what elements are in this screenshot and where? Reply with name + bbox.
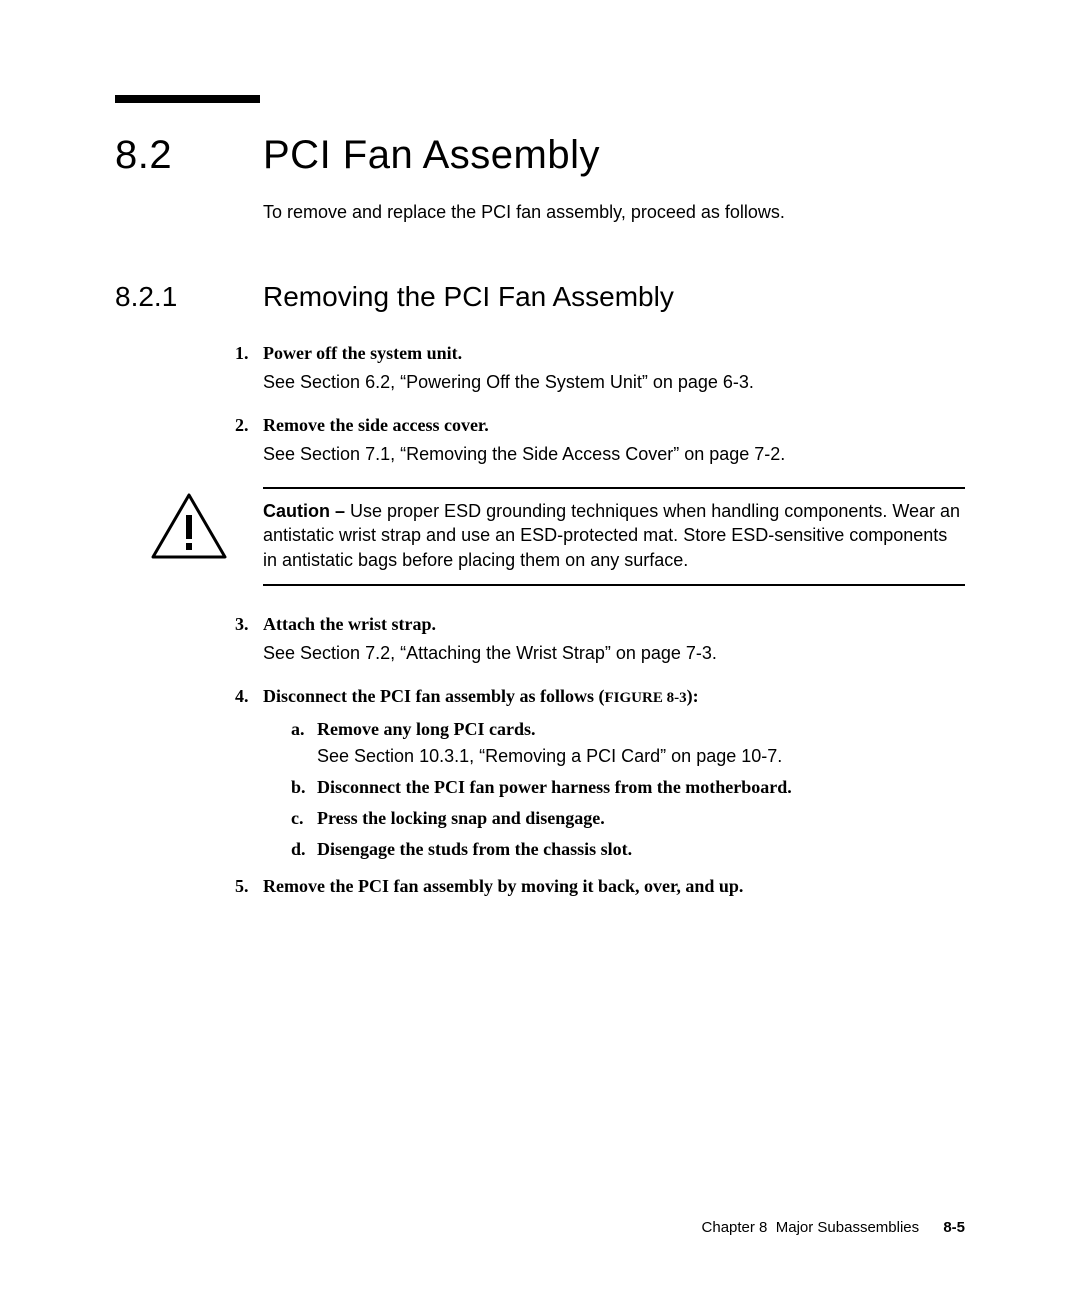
step-number: 5.: [235, 876, 263, 897]
substep-4d: d. Disengage the studs from the chassis …: [291, 839, 965, 860]
section-intro: To remove and replace the PCI fan assemb…: [263, 202, 965, 223]
substep-title: Press the locking snap and disengage.: [317, 808, 605, 829]
step-title-post: ):: [687, 686, 699, 706]
step-title: Disconnect the PCI fan assembly as follo…: [263, 686, 699, 707]
step-4: 4. Disconnect the PCI fan assembly as fo…: [235, 686, 965, 707]
step-number: 4.: [235, 686, 263, 707]
substep-title: Disengage the studs from the chassis slo…: [317, 839, 632, 860]
subsection-number: 8.2.1: [115, 281, 263, 313]
subsection-heading: 8.2.1 Removing the PCI Fan Assembly: [115, 281, 965, 313]
step-title: Remove the PCI fan assembly by moving it…: [263, 876, 743, 897]
substep-number: d.: [291, 839, 317, 860]
section-heading: 8.2 PCI Fan Assembly: [115, 133, 965, 178]
caution-block: Caution – Use proper ESD grounding techn…: [115, 487, 965, 586]
step-title: Attach the wrist strap.: [263, 614, 436, 635]
substep-4a: a. Remove any long PCI cards. See Sectio…: [291, 719, 965, 767]
step-body: See Section 6.2, “Powering Off the Syste…: [263, 372, 965, 393]
substep-number: c.: [291, 808, 317, 829]
footer-page-number: 8-5: [943, 1219, 965, 1236]
step-body: See Section 7.2, “Attaching the Wrist St…: [263, 643, 965, 664]
step-title-pre: Disconnect the PCI fan assembly as follo…: [263, 686, 605, 706]
caution-text: Caution – Use proper ESD grounding techn…: [263, 487, 965, 586]
substep-4b: b. Disconnect the PCI fan power harness …: [291, 777, 965, 798]
step-body: See Section 7.1, “Removing the Side Acce…: [263, 444, 965, 465]
page-footer: Chapter 8 Major Subassemblies 8-5: [702, 1219, 965, 1236]
footer-chapter: Chapter 8: [702, 1219, 768, 1236]
step-1: 1. Power off the system unit. See Sectio…: [235, 343, 965, 393]
step-5: 5. Remove the PCI fan assembly by moving…: [235, 876, 965, 897]
step-title: Remove the side access cover.: [263, 415, 489, 436]
step-3: 3. Attach the wrist strap. See Section 7…: [235, 614, 965, 664]
step-number: 3.: [235, 614, 263, 635]
step-number: 2.: [235, 415, 263, 436]
substep-4c: c. Press the locking snap and disengage.: [291, 808, 965, 829]
caution-icon: [115, 487, 263, 559]
section-rule: [115, 95, 260, 103]
substep-number: a.: [291, 719, 317, 740]
substep-title: Disconnect the PCI fan power harness fro…: [317, 777, 792, 798]
caution-label: Caution –: [263, 501, 350, 521]
section-title: PCI Fan Assembly: [263, 133, 600, 178]
step-2: 2. Remove the side access cover. See Sec…: [235, 415, 965, 465]
substep-body: See Section 10.3.1, “Removing a PCI Card…: [317, 746, 965, 767]
figure-reference: FIGURE 8-3: [605, 690, 687, 706]
step-title: Power off the system unit.: [263, 343, 462, 364]
section-number: 8.2: [115, 133, 263, 178]
step-number: 1.: [235, 343, 263, 364]
caution-body: Use proper ESD grounding techniques when…: [263, 501, 960, 570]
footer-title: Major Subassemblies: [776, 1219, 919, 1236]
subsection-title: Removing the PCI Fan Assembly: [263, 281, 674, 313]
substep-title: Remove any long PCI cards.: [317, 719, 536, 740]
substep-number: b.: [291, 777, 317, 798]
